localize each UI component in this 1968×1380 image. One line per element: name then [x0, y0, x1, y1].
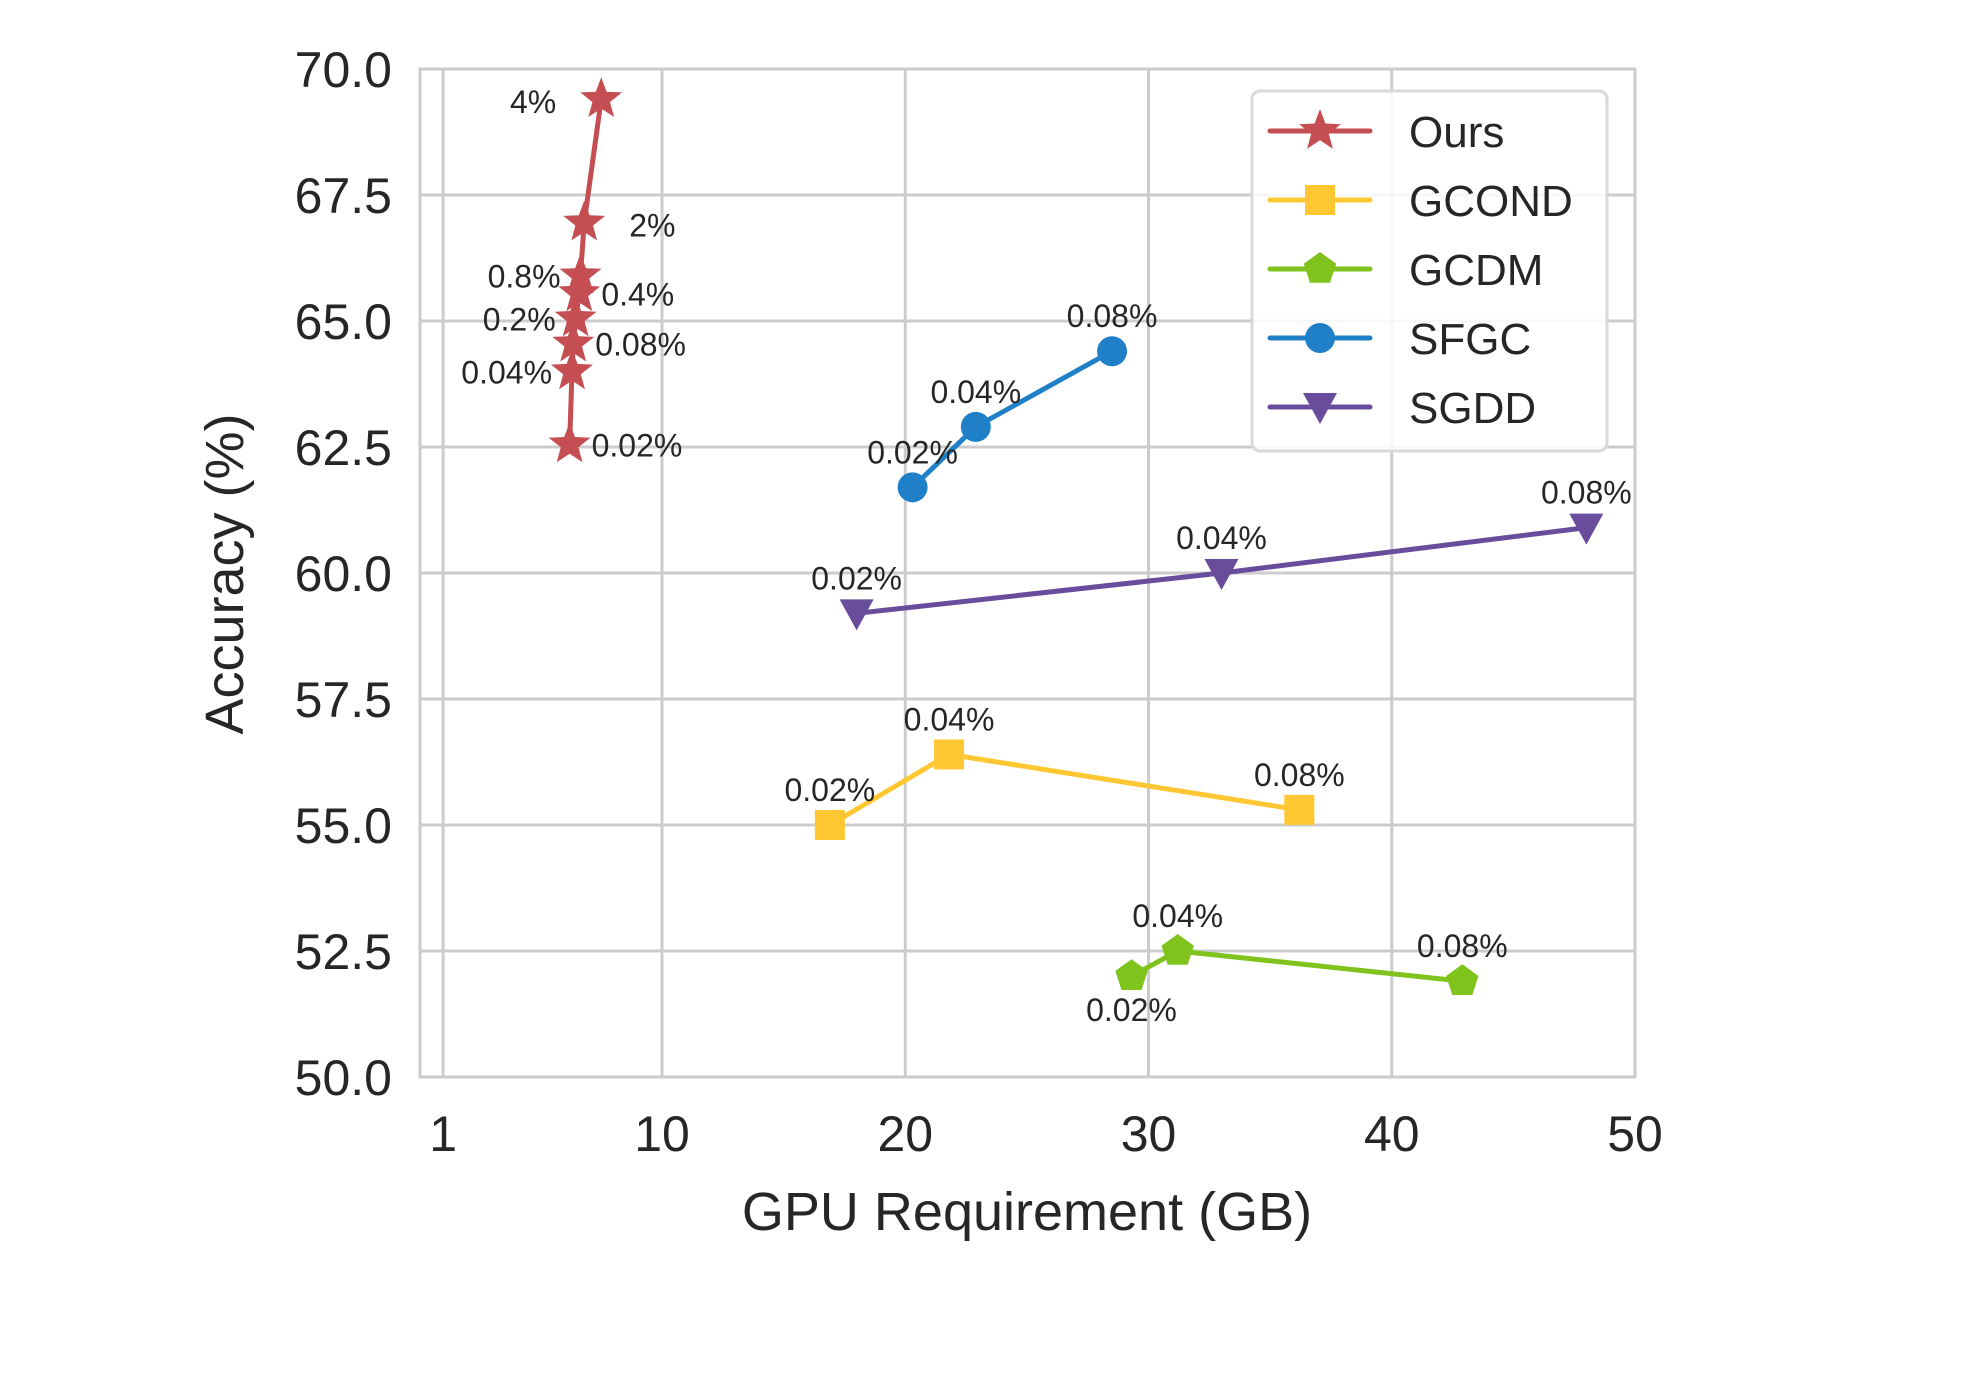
legend-marker-sfgc	[1305, 323, 1335, 353]
point-annotations: 0.02% 0.04% 0.08% 0.2% 0.4% 0.8% 2% 4% 0.02% 0.04…	[461, 84, 1631, 1028]
data-label-sfgc: 0.02%	[867, 434, 958, 470]
y-tick-label: 50.0	[295, 1050, 392, 1106]
axes-frame	[418, 67, 1637, 1079]
y-tick-label: 62.5	[295, 420, 392, 476]
data-label-sfgc: 0.04%	[930, 374, 1021, 410]
data-label-ours: 4%	[510, 84, 556, 120]
legend-item-sgdd: SGDD	[1267, 384, 1536, 433]
legend-item-gcond: GCOND	[1267, 177, 1573, 226]
x-tick-label: 30	[1121, 1106, 1177, 1162]
legend-item-ours: Ours	[1267, 108, 1504, 157]
x-tick-label: 40	[1364, 1106, 1420, 1162]
legend-marker-gcdm	[1303, 252, 1337, 283]
series-sfgc	[897, 336, 1128, 503]
y-tick-label: 70.0	[295, 42, 392, 98]
data-point-sfgc	[897, 472, 928, 503]
data-point-sfgc	[1097, 336, 1128, 367]
data-label-ours: 0.08%	[595, 327, 686, 363]
data-point-ours	[558, 271, 601, 312]
data-point-gcdm	[1115, 959, 1148, 990]
y-tick-label: 57.5	[295, 672, 392, 728]
data-label-ours: 0.04%	[461, 354, 552, 390]
legend-item-gcdm: GCDM	[1267, 246, 1543, 295]
data-point-sgdd	[1204, 559, 1239, 590]
data-label-gcond: 0.08%	[1254, 757, 1345, 793]
legend-marker-ours	[1299, 109, 1341, 149]
data-label-ours: 2%	[629, 208, 675, 244]
y-tick-label: 65.0	[295, 294, 392, 350]
data-point-gcond	[934, 739, 965, 770]
data-label-ours: 0.02%	[592, 427, 683, 463]
data-label-gcdm: 0.08%	[1417, 928, 1508, 964]
legend-label-sgdd: SGDD	[1409, 384, 1536, 433]
x-tick-label: 50	[1607, 1106, 1663, 1162]
data-point-ours	[552, 321, 595, 362]
series-ours	[548, 77, 623, 463]
legend-item-sfgc: SFGC	[1267, 315, 1531, 364]
series	[548, 77, 1604, 995]
series-sgdd	[839, 513, 1604, 631]
legend-box	[1250, 89, 1609, 453]
x-tick-labels: 1 10 20 30 40 50	[429, 1106, 1663, 1162]
legend: Ours GCOND GCDM SFGC SGDD	[1250, 89, 1609, 453]
data-point-sgdd	[1569, 513, 1604, 545]
legend-label-gcdm: GCDM	[1409, 246, 1543, 295]
legend-label-sfgc: SFGC	[1409, 315, 1531, 364]
data-label-sgdd: 0.08%	[1541, 475, 1632, 511]
data-point-gcdm	[1161, 934, 1194, 965]
data-label-ours: 0.8%	[488, 259, 561, 295]
data-label-gcond: 0.02%	[784, 772, 875, 808]
data-label-gcond: 0.04%	[904, 701, 995, 737]
data-label-sgdd: 0.04%	[1176, 520, 1267, 556]
data-point-sfgc	[960, 411, 991, 442]
y-tick-label: 55.0	[295, 798, 392, 854]
data-point-ours	[580, 77, 623, 117]
data-label-sgdd: 0.02%	[811, 560, 902, 596]
data-label-ours: 0.4%	[601, 276, 674, 312]
legend-marker-sgdd	[1303, 393, 1337, 424]
data-point-gcond	[1284, 794, 1315, 825]
data-point-gcond	[814, 810, 845, 840]
data-point-ours	[563, 200, 606, 241]
legend-marker-gcond	[1305, 185, 1335, 215]
legend-label-gcond: GCOND	[1409, 177, 1573, 226]
series-gcdm	[1115, 934, 1479, 995]
y-tick-label: 67.5	[295, 168, 392, 224]
data-label-gcdm: 0.02%	[1086, 992, 1177, 1028]
data-point-ours	[551, 349, 593, 390]
legend-label-ours: Ours	[1409, 108, 1504, 157]
y-tick-label: 52.5	[295, 924, 392, 980]
data-point-gcdm	[1446, 964, 1479, 995]
data-point-ours	[548, 422, 591, 463]
data-point-ours	[554, 296, 597, 337]
x-tick-label: 1	[429, 1106, 457, 1162]
x-axis-label: GPU Requirement (GB)	[742, 1182, 1312, 1242]
data-label-gcdm: 0.04%	[1132, 898, 1223, 934]
data-point-ours	[559, 253, 602, 294]
y-tick-labels: 50.0 52.5 55.0 57.5 60.0 62.5 65.0 67.5 70.0	[295, 42, 392, 1106]
x-tick-label: 10	[634, 1106, 690, 1162]
x-tick-label: 20	[877, 1106, 933, 1162]
y-axis-label: Accuracy (%)	[195, 413, 255, 734]
y-tick-label: 60.0	[295, 546, 392, 602]
series-gcond	[814, 739, 1315, 840]
data-label-ours: 0.2%	[483, 301, 556, 337]
data-point-sgdd	[839, 599, 874, 631]
data-label-sfgc: 0.08%	[1067, 298, 1158, 334]
